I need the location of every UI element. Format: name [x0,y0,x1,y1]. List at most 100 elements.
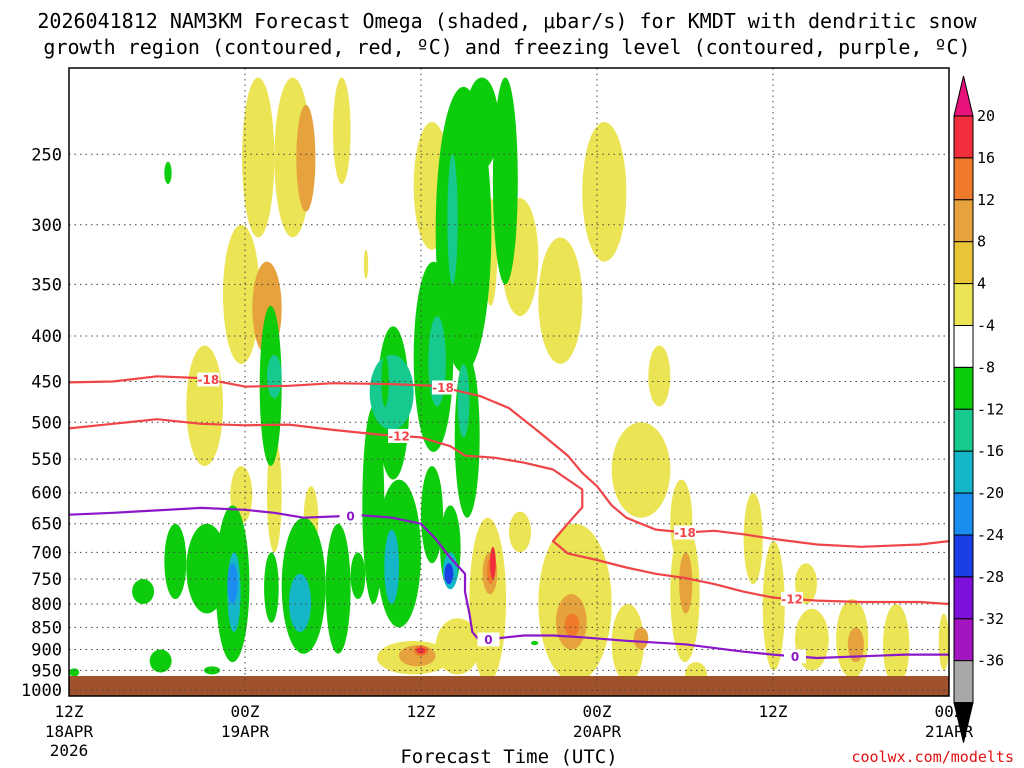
omega-cell [296,104,316,212]
colorbar-swatch [953,660,974,704]
y-tick-label: 300 [31,216,62,236]
contour-lines: -18 -18 -18 -12 -12 0 0 0 [69,372,949,664]
chart-title-line-1: 2026041812 NAM3KM Forecast Omega (shaded… [37,9,977,33]
omega-cell [289,573,311,632]
x-tick-label: 12Z [407,702,436,721]
colorbar-swatch [953,325,974,368]
contour-label: -18 [432,381,454,395]
colorbar: 20 16 12 8 4 -4 -8 -12 -16 -20 -24 -28 -32 -36 [953,75,1004,743]
omega-cell [531,640,539,646]
colorbar-swatch [953,534,974,578]
omega-cell [69,668,80,677]
omega-cell [267,354,282,399]
omega-cell [465,77,499,170]
x-axis-label: Forecast Time (UTC) [400,746,617,768]
omega-cell [416,647,426,654]
y-tick-label: 850 [31,618,62,638]
colorbar-swatch [953,199,974,243]
y-tick-label: 350 [31,275,62,295]
omega-cell [384,529,399,604]
omega-cell [223,224,260,364]
y-tick-label: 700 [31,543,62,563]
contour-label: 0 [484,633,492,647]
colorbar-tick-label: -28 [977,568,1004,586]
colorbar-swatch [953,408,974,452]
x-tick-label: 12Z [55,702,84,721]
x-tick-label: 12Z [759,702,788,721]
omega-cell [164,523,187,600]
colorbar-swatch [953,115,974,159]
omega-cell [611,603,644,683]
omega-cell [633,627,649,650]
omega-cell [679,552,693,614]
contour-label: 0 [791,650,799,664]
y-axis-ticks: 250 300 350 400 450 500 550 600 650 700 750 800 850 9… [21,145,62,701]
y-tick-label: 600 [31,484,62,504]
contour-label: -12 [781,592,803,606]
contour-label-background [477,632,500,647]
omega-cell [421,466,443,564]
omega-cell [444,563,454,585]
x-tick-label: 2026 [50,741,89,760]
omega-cell [447,154,458,285]
omega-cell [743,492,763,585]
contour-label: -12 [388,429,410,443]
credit-link[interactable]: coolwx.com/modelts [851,748,1014,766]
contour-label-background [784,649,806,664]
colorbar-tick-label: 4 [977,275,986,293]
y-tick-label: 800 [31,595,62,615]
chart-title-line-2: growth region (contoured, red, ºC) and f… [43,35,970,59]
plot-area: -18 -18 -18 -12 -12 0 0 0 [69,68,949,696]
omega-cell [227,563,238,604]
x-tick-label: 20APR [573,722,622,741]
omega-cell [149,649,172,673]
contour-line [69,418,949,606]
omega-cell [538,237,583,364]
colorbar-swatch [953,450,974,494]
y-tick-label: 900 [31,641,62,661]
colorbar-tick-label: -4 [977,317,995,335]
omega-cell [473,169,482,262]
colorbar-swatch [953,618,974,662]
y-tick-label: 450 [31,373,62,393]
y-tick-label: 650 [31,515,62,535]
contour-label-background [197,372,220,387]
omega-cell [186,345,224,467]
contour-label: -18 [197,373,219,387]
omega-cell [509,511,531,553]
x-tick-label: 19APR [221,722,270,741]
colorbar-swatch [953,492,974,536]
colorbar-swatch [953,241,974,285]
colorbar-tick-label: -8 [977,358,995,376]
contour-label: -18 [674,526,696,540]
colorbar-tick-label: -12 [977,400,1004,418]
colorbar-tick-label: -32 [977,610,1004,628]
colorbar-bottom-arrow [953,702,974,743]
colorbar-tick-label: 8 [977,233,986,251]
x-tick-label: 00Z [231,702,260,721]
y-tick-label: 950 [31,661,62,681]
omega-cell [762,541,785,671]
omega-cell [369,354,414,430]
omega-cell [938,613,949,671]
ground-surface [69,676,949,696]
omega-cell [264,552,279,623]
omega-cell [333,77,351,185]
colorbar-tick-label: -36 [977,652,1004,670]
omega-cell [377,479,421,628]
contour-label-background [388,428,410,443]
colorbar-tick-label: -20 [977,484,1004,502]
colorbar-tick-label: 16 [977,149,995,167]
colorbar-swatch [953,576,974,620]
x-tick-label: 00Z [583,702,612,721]
y-tick-label: 550 [31,450,62,470]
colorbar-tick-label: -24 [977,526,1004,544]
contour-line [69,375,949,548]
x-tick-label: 18APR [45,722,94,741]
omega-cell [462,295,470,336]
omega-cell [350,552,366,600]
omega-cell [582,122,627,262]
contour-label-background [432,380,454,395]
omega-cell [164,161,172,185]
